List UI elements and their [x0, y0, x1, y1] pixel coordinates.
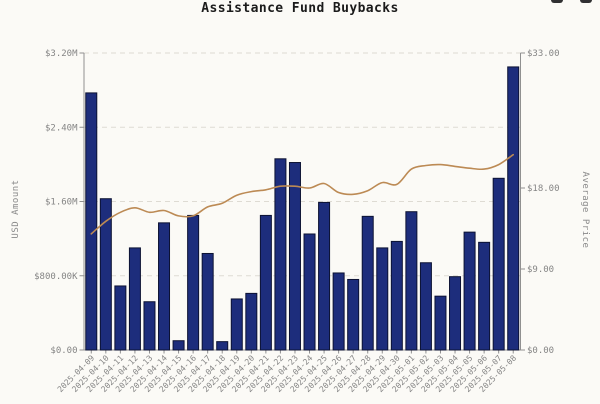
bar-2025-04-12 — [128, 247, 141, 351]
left-tick-label: $3.20M — [45, 49, 78, 59]
bar-2025-04-26 — [332, 272, 345, 351]
bar-2025-04-09 — [85, 92, 98, 351]
bar-2025-04-28 — [361, 215, 374, 351]
bar-2025-04-29 — [376, 247, 389, 351]
cropped-toolbar-icon-2[interactable] — [580, 0, 592, 3]
bar-2025-04-11 — [114, 285, 127, 351]
bar-2025-05-03 — [434, 295, 447, 351]
right-tick-label: $9.00 — [527, 265, 554, 275]
left-axis-title: USD Amount — [11, 179, 21, 239]
bar-2025-04-23 — [288, 162, 301, 351]
bar-2025-04-21 — [259, 214, 272, 351]
bar-2025-04-15 — [172, 340, 185, 351]
bar-2025-04-24 — [303, 233, 316, 351]
bar-2025-04-13 — [143, 301, 156, 351]
chart-title: Assistance Fund Buybacks — [201, 1, 399, 16]
left-tick-label: $2.40M — [45, 123, 78, 133]
bar-2025-05-01 — [405, 211, 418, 351]
left-tick-label: $1.60M — [45, 198, 78, 208]
bar-2025-04-16 — [187, 214, 200, 351]
bar-2025-04-18 — [216, 341, 229, 351]
bar-2025-04-10 — [99, 198, 112, 351]
cropped-toolbar-icon-1[interactable] — [551, 0, 563, 3]
bar-2025-04-19 — [230, 298, 243, 351]
right-tick-label: $0.00 — [527, 346, 554, 356]
bar-2025-04-27 — [347, 278, 360, 351]
bar-2025-05-05 — [463, 231, 476, 351]
bar-2025-04-22 — [274, 158, 287, 351]
left-tick-label: $0.00 — [50, 346, 77, 356]
right-tick-label: $33.00 — [527, 49, 560, 59]
left-tick-label: $800.00K — [34, 272, 78, 282]
average-price-line — [90, 153, 514, 235]
bar-2025-04-25 — [318, 201, 331, 351]
right-tick-label: $18.00 — [527, 184, 560, 194]
bar-2025-04-20 — [245, 292, 258, 351]
right-axis-title: Average Price — [580, 171, 590, 249]
bar-2025-05-08 — [507, 66, 520, 351]
top-right-icons — [551, 0, 592, 3]
bar-2025-04-14 — [158, 222, 171, 351]
bar-2025-05-04 — [449, 276, 462, 351]
bar-2025-05-02 — [419, 262, 432, 351]
bar-2025-04-30 — [390, 240, 403, 351]
bar-2025-04-17 — [201, 252, 214, 351]
bar-2025-05-06 — [478, 241, 491, 351]
bar-2025-05-07 — [492, 177, 505, 351]
